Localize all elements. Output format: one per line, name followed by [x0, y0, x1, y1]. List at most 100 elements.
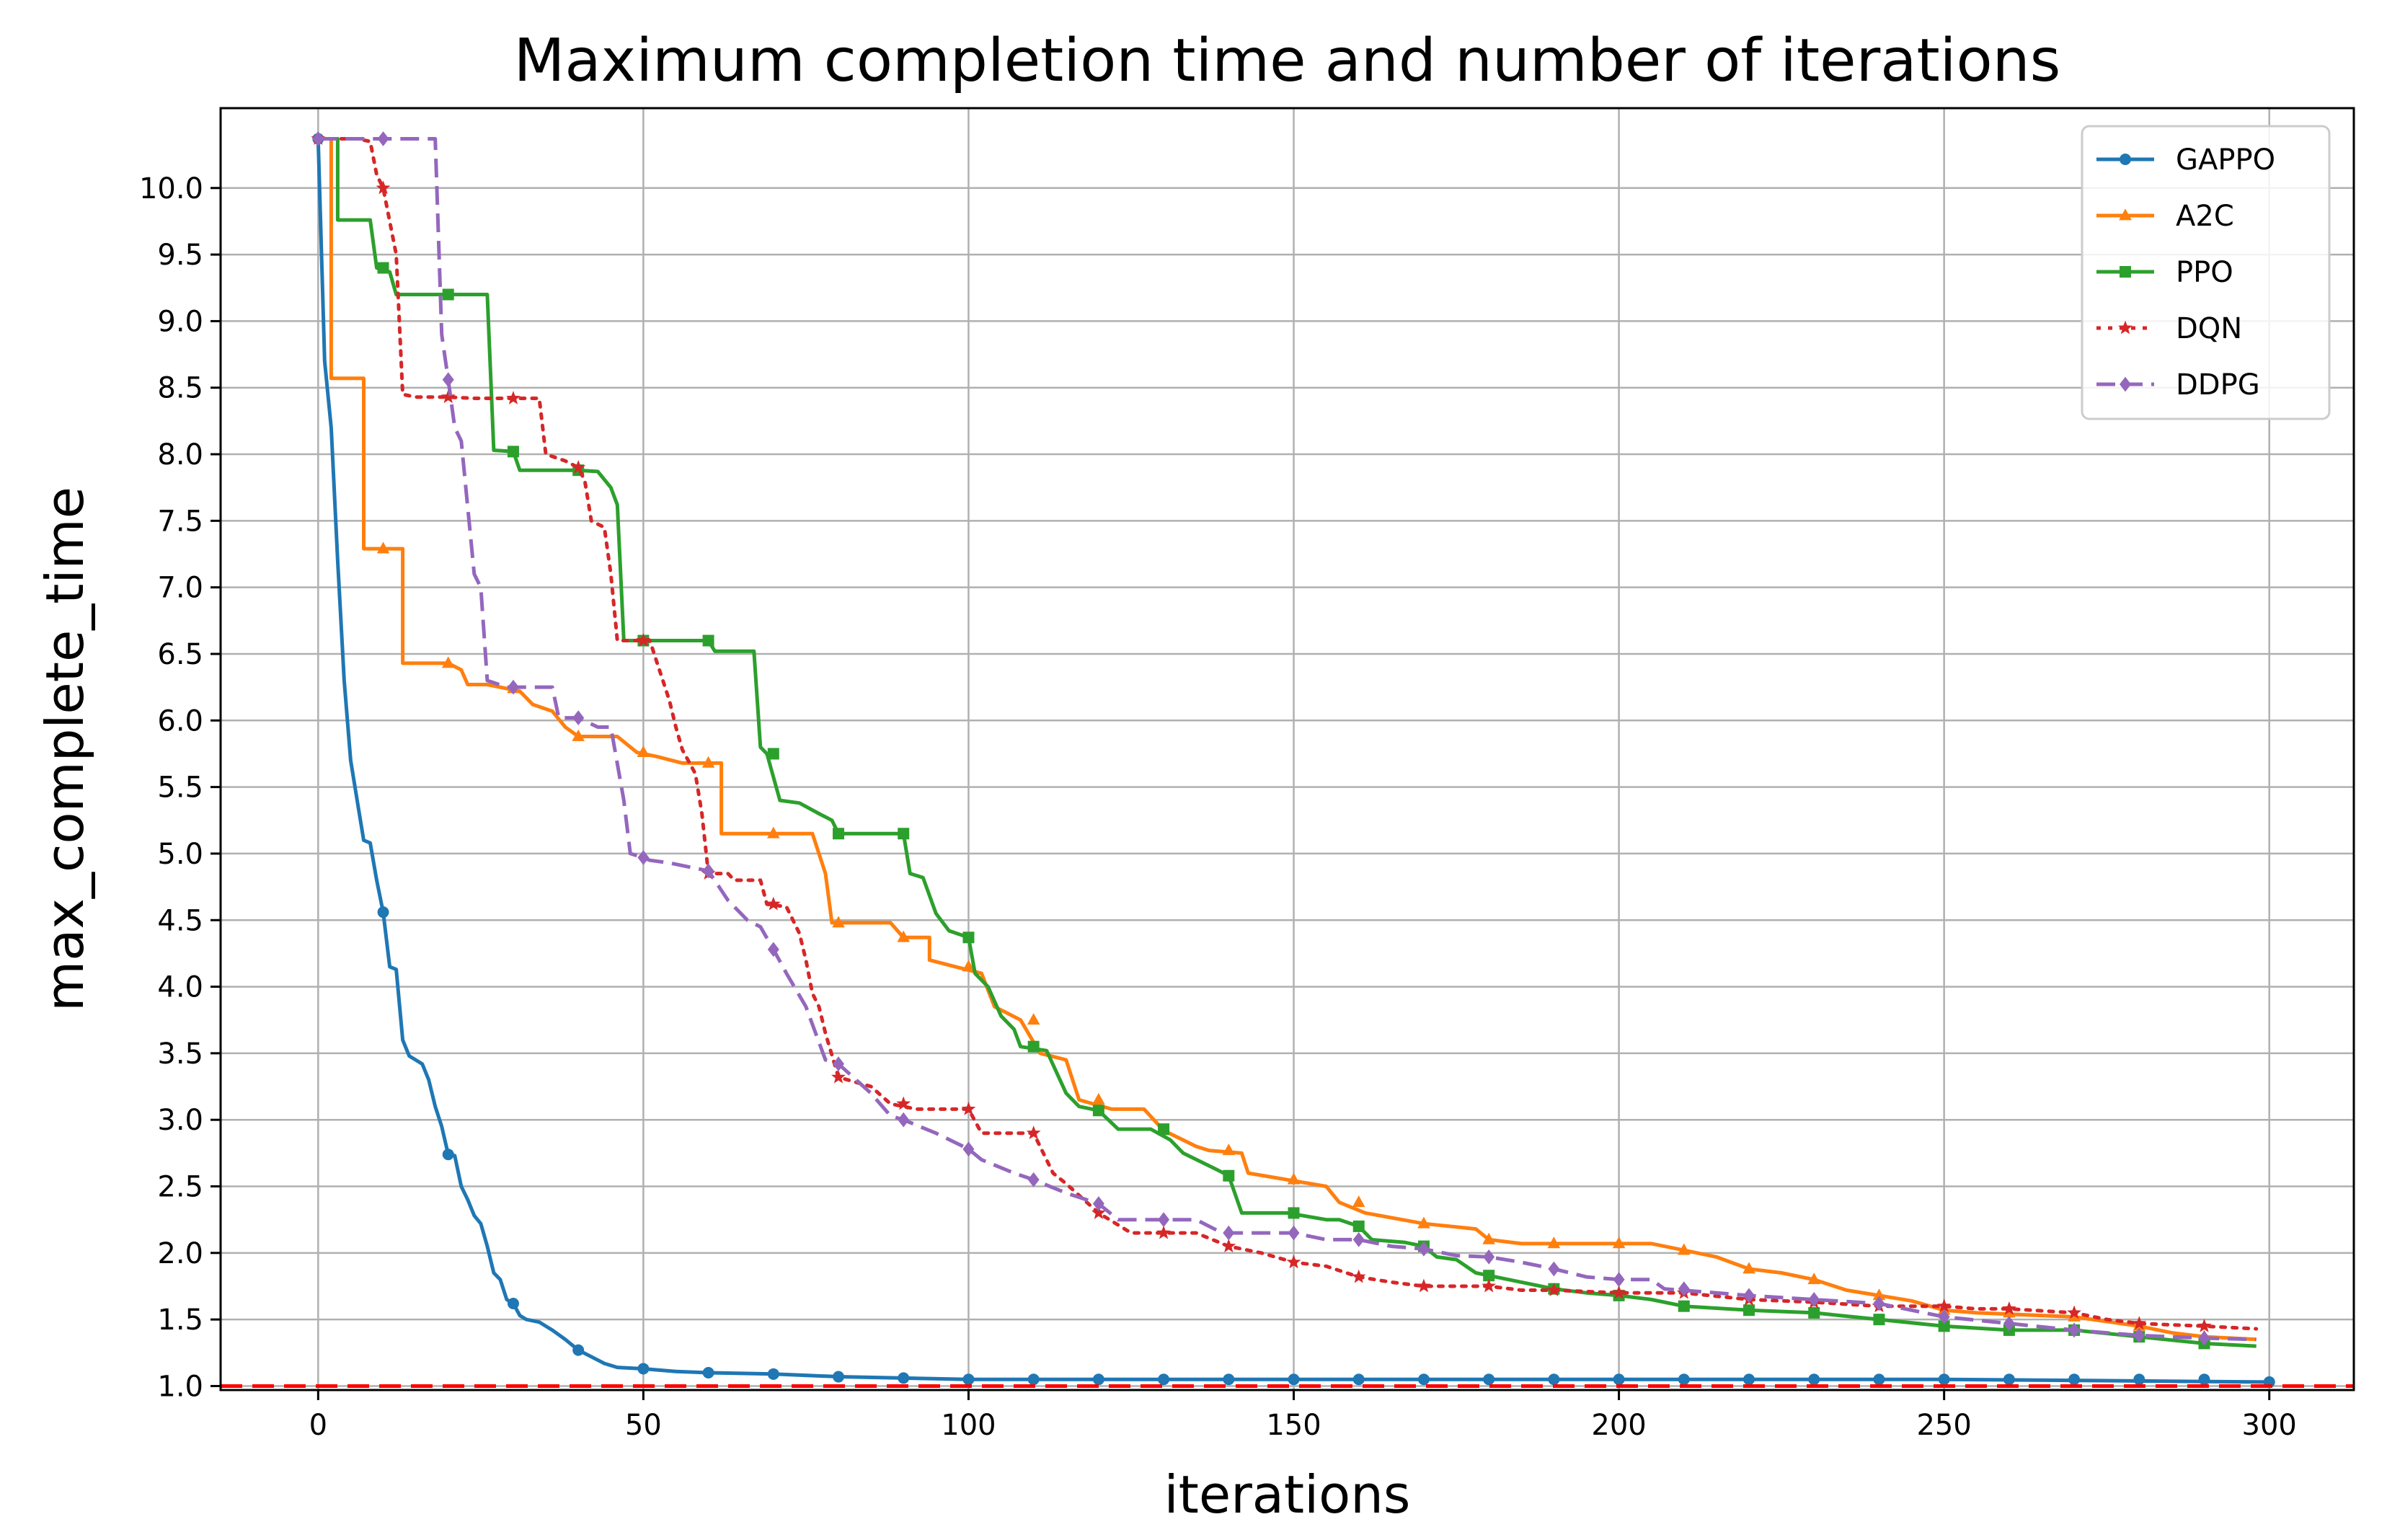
data-point [2198, 1330, 2210, 1346]
data-point [377, 262, 389, 274]
data-point [896, 1096, 911, 1110]
data-point [702, 634, 714, 647]
y-tick-label: 10.0 [139, 172, 203, 205]
series-dqn [311, 131, 2259, 1332]
x-tick-label: 200 [1591, 1409, 1646, 1442]
data-point [1417, 1278, 1431, 1293]
data-point [831, 1069, 846, 1084]
y-tick-label: 6.0 [157, 704, 203, 738]
y-tick-label: 9.0 [157, 305, 203, 338]
data-point [2133, 1373, 2145, 1386]
data-point [441, 656, 455, 668]
y-tick-label: 5.5 [157, 771, 203, 805]
data-point [1938, 1373, 1950, 1386]
data-point [767, 748, 779, 760]
data-point [376, 180, 391, 195]
data-point [1287, 1172, 1301, 1185]
data-point [1613, 1373, 1625, 1386]
data-point [962, 1373, 975, 1386]
data-point [1482, 1232, 1495, 1244]
legend-label: DDPG [2176, 368, 2260, 402]
data-point [637, 745, 650, 758]
data-point [1288, 1207, 1300, 1219]
legend-label: PPO [2176, 256, 2233, 289]
data-point [2003, 1373, 2015, 1386]
legend-marker [2119, 208, 2132, 221]
data-point [1613, 1272, 1625, 1288]
chart-title: Maximum completion time and number of it… [514, 27, 2061, 95]
legend-label: A2C [2176, 200, 2234, 233]
data-point [1483, 1373, 1495, 1386]
x-tick-label: 100 [941, 1409, 996, 1442]
data-point [1027, 1013, 1040, 1025]
data-point [1873, 1314, 1885, 1326]
data-point [767, 826, 780, 838]
legend: GAPPO A2C PPO DQN DDPG [2081, 125, 2331, 420]
data-point [506, 391, 521, 404]
data-point [1223, 1225, 1235, 1241]
grid [221, 108, 2354, 1390]
data-point [1612, 1236, 1626, 1249]
data-point [1873, 1296, 1885, 1311]
data-point [1417, 1373, 1430, 1386]
data-point [1546, 1283, 1562, 1296]
data-point [962, 931, 975, 944]
legend-label: DQN [2176, 312, 2242, 345]
data-point [701, 756, 715, 768]
data-point [1807, 1273, 1821, 1285]
data-point [833, 1371, 845, 1383]
data-point [2068, 1322, 2081, 1338]
data-point [572, 729, 585, 741]
data-point [1221, 1239, 1236, 1252]
y-tick-label: 2.5 [157, 1171, 203, 1204]
y-tick-label: 5.0 [157, 838, 203, 871]
data-point [767, 1368, 779, 1380]
series-gappo [312, 133, 2275, 1388]
data-point [1288, 1225, 1300, 1241]
data-point [572, 1344, 585, 1356]
y-tick-label: 2.0 [157, 1237, 203, 1270]
data-point [1092, 1196, 1104, 1211]
data-point [1027, 1172, 1040, 1187]
data-point [1092, 1092, 1105, 1105]
legend-label: GAPPO [2176, 143, 2275, 177]
data-point [962, 960, 975, 972]
y-tick-label: 6.5 [157, 638, 203, 671]
data-point [507, 446, 519, 458]
data-point [636, 633, 651, 647]
data-point [1483, 1270, 1495, 1282]
legend-marker [2118, 320, 2133, 335]
y-tick-label: 9.5 [157, 239, 203, 272]
y-tick-label: 1.0 [157, 1370, 203, 1403]
data-point [1222, 1143, 1236, 1156]
data-point [961, 1102, 976, 1115]
data-point [1223, 1169, 1235, 1182]
data-point [377, 131, 389, 146]
data-point [376, 541, 390, 554]
data-point [637, 1363, 650, 1375]
data-point [1027, 1040, 1040, 1053]
series-ddpg [312, 131, 2257, 1346]
data-point [1743, 1288, 1755, 1304]
data-point [1808, 1306, 1820, 1319]
data-point [1548, 1261, 1560, 1277]
data-point [1352, 1220, 1365, 1232]
legend-item: DDPG [2096, 368, 2260, 402]
data-point [833, 1056, 845, 1072]
data-point [1158, 1123, 1170, 1136]
ticks: 0 50 100 150 200 250 300 1.0 1.5 2.0 2.5 3.0 3.5 4.0 4… [139, 172, 2297, 1442]
data-point [897, 930, 911, 942]
y-tick-label: 7.5 [157, 505, 203, 538]
x-tick-label: 50 [625, 1409, 662, 1442]
series-group [311, 131, 2275, 1388]
data-point [442, 1149, 454, 1161]
y-tick-label: 3.0 [157, 1104, 203, 1137]
x-tick-label: 250 [1916, 1409, 1971, 1442]
data-point [312, 131, 324, 146]
data-point [898, 1372, 910, 1384]
data-point [1483, 1249, 1495, 1265]
data-point [377, 906, 389, 919]
